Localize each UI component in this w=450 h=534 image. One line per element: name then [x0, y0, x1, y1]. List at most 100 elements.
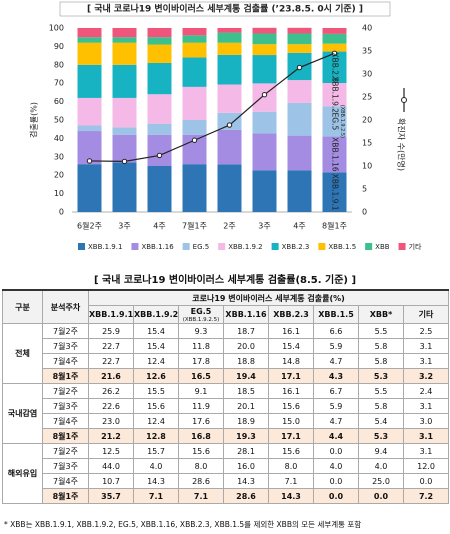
value-cell: 19.3	[223, 428, 269, 444]
bar-segment	[147, 28, 172, 38]
bar-segment	[77, 125, 102, 132]
bar-annotation: XBB.1.9.1	[331, 174, 340, 211]
table-body: 전체 7월2주 25.9 15.4 9.3 18.7 16.1 6.6 5.5 2.5 7월3주 22…	[2, 323, 450, 504]
y2-tick-label: 30	[362, 70, 372, 79]
table: 구분 분석주차 코로나19 변이바이러스 세부계통 검출률(%) XBB.1.9.1 X…	[2, 289, 450, 504]
value-cell: 7.2	[402, 488, 450, 504]
bar-segment	[112, 97, 137, 128]
legend-label: XBB.2.3	[282, 243, 310, 251]
y-tick-label: 50	[54, 116, 64, 125]
bar-segment	[322, 43, 347, 52]
bar-segment	[112, 37, 137, 43]
value-cell: 3.1	[402, 398, 450, 414]
bar-segment	[287, 102, 312, 136]
value-cell: 5.9	[313, 398, 359, 414]
value-cell: 14.3	[223, 473, 269, 489]
value-cell: 8.0	[178, 458, 224, 474]
bar-annotation: XBB.1.9.2	[331, 76, 340, 113]
legend-label: XBB.1.9.2	[228, 243, 262, 251]
value-cell: 3.1	[402, 428, 450, 444]
value-cell: 23.0	[88, 413, 134, 429]
value-cell: 18.8	[223, 353, 269, 369]
value-cell: 5.8	[358, 338, 404, 354]
bar-segment	[147, 134, 172, 166]
value-cell: 14.3	[133, 473, 179, 489]
y-tick-label: 30	[54, 152, 64, 161]
table-head: 구분 분석주차 코로나19 변이바이러스 세부계통 검출률(%) XBB.1.9.1 X…	[2, 289, 450, 324]
value-cell: 7.1	[133, 488, 179, 504]
value-cell: 15.6	[268, 443, 314, 459]
header-cell: 코로나19 변이바이러스 세부계통 검출률(%)	[87, 289, 450, 306]
value-cell: 12.0	[402, 458, 450, 474]
value-cell: 21.2	[88, 428, 134, 444]
week-cell: 7월3주	[42, 458, 89, 474]
bar-segment	[147, 37, 172, 45]
value-cell: 18.9	[223, 413, 269, 429]
column-note: (XBB.1.9.2.5)	[182, 317, 220, 323]
legend-swatch	[271, 243, 279, 250]
x-tick-label: 4주	[153, 222, 165, 231]
value-cell: 3.1	[402, 338, 450, 354]
y2-tick-label: 15	[362, 139, 372, 148]
value-cell: 3.2	[402, 368, 450, 384]
value-cell: 15.6	[268, 398, 314, 414]
table-row: 7월4주 23.0 12.4 17.6 18.9 15.0 4.7 5.4 3.0	[3, 413, 450, 429]
bar-segment	[287, 80, 312, 103]
value-cell: 28.6	[178, 473, 224, 489]
title-box	[59, 1, 391, 17]
week-cell: 7월3주	[42, 398, 89, 414]
column-header: EG.5 (XBB.1.9.2.5)	[178, 305, 224, 324]
line-point	[191, 137, 198, 143]
footnote: * XBB는 XBB.1.9.1, XBB.1.9.2, EG.5, XBB.1…	[4, 520, 362, 529]
value-cell: 17.1	[268, 368, 314, 384]
value-cell: 5.5	[358, 323, 404, 339]
table-row: 전체 7월2주 25.9 15.4 9.3 18.7 16.1 6.6 5.5 2.5	[2, 323, 450, 384]
value-cell: 22.6	[88, 398, 134, 414]
value-cell: 16.5	[178, 368, 224, 384]
value-cell: 0.0	[313, 488, 359, 504]
value-cell: 14.3	[268, 488, 314, 504]
value-cell: 10.7	[88, 473, 134, 489]
bar-segment	[322, 172, 347, 212]
table-row: 7월4주 10.7 14.3 28.6 14.3 7.1 0.0 25.0 0.0	[3, 473, 450, 489]
line-point	[331, 50, 338, 56]
legend-label: EG.5	[193, 243, 210, 251]
line-point	[121, 158, 128, 165]
y-tick-label: 60	[54, 97, 64, 106]
bar-segment	[77, 28, 102, 38]
value-cell: 18.5	[223, 383, 269, 399]
legend-marker	[401, 97, 407, 103]
bar-segment	[182, 164, 207, 212]
column-header: XBB.1.9.1	[88, 305, 134, 324]
value-cell: 2.4	[402, 383, 450, 399]
line-point	[296, 64, 303, 71]
bar-segment	[287, 135, 312, 171]
value-cell: 3.1	[402, 353, 450, 369]
value-cell: 12.4	[133, 413, 179, 429]
bar-segment	[252, 133, 277, 171]
value-cell: 9.3	[178, 323, 224, 339]
group-cell: 국내감염	[2, 383, 43, 444]
bar-segment	[252, 33, 277, 45]
bar-segment	[217, 42, 242, 55]
y-tick-label: 20	[54, 171, 64, 180]
value-cell: 7.1	[268, 473, 314, 489]
value-cell: 20.1	[223, 398, 269, 414]
y2-tick-label: 25	[362, 93, 372, 102]
value-cell: 15.4	[133, 338, 179, 354]
table-row: 국내감염 7월2주 26.2 15.5 9.1 18.5 16.1 6.7 5.5 2.4	[2, 383, 450, 444]
column-header: XBB*	[358, 305, 404, 324]
table-row: 8월1주 21.6 12.6 16.5 19.4 17.1 4.3 5.3 3.2	[3, 368, 450, 384]
value-cell: 15.4	[133, 323, 179, 339]
bar-segment	[182, 57, 207, 87]
value-cell: 11.9	[178, 398, 224, 414]
y-tick-label: 80	[54, 60, 64, 69]
table-row: 7월3주 22.6 15.6 11.9 20.1 15.6 5.9 5.8 3.1	[3, 398, 450, 414]
y-tick-label: 10	[54, 189, 64, 198]
bar-segment	[112, 162, 137, 212]
value-cell: 22.7	[88, 338, 134, 354]
table-row: 7월4주 22.7 12.4 17.8 18.8 14.8 4.7 5.8 3.1	[3, 353, 450, 369]
bar-segment	[147, 44, 172, 63]
value-cell: 0.0	[402, 473, 450, 489]
table-row: 8월1주 21.2 12.8 16.8 19.3 17.1 4.4 5.3 3.1	[3, 428, 450, 444]
